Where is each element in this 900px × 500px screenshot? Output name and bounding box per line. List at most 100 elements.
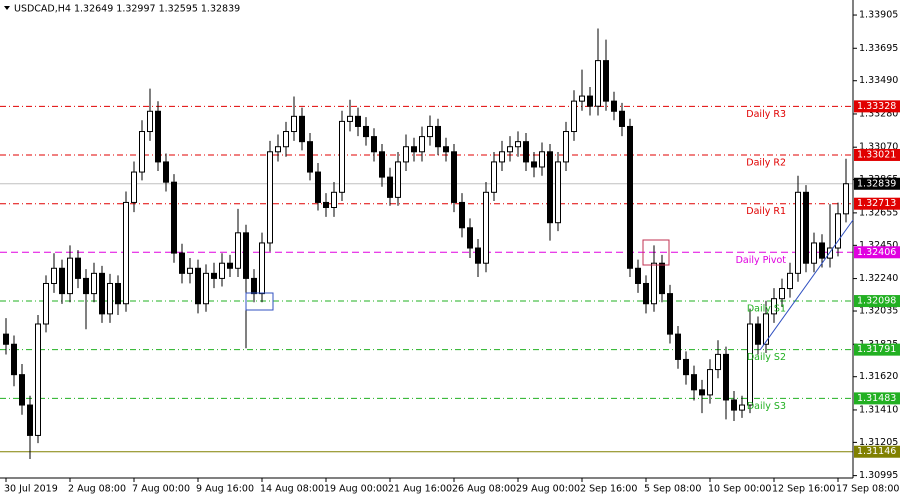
candle-body [843,183,849,215]
y-tick-label: 1.32240 [859,273,898,284]
price-box-label: 1.32839 [857,178,896,189]
candle-body [131,171,137,203]
level-label: Daily Pivot [736,255,787,266]
candle-body [251,277,257,295]
candle-body [179,252,185,274]
candle-body [371,136,377,153]
candle-body [539,151,545,168]
rectangle-drawing [642,239,670,266]
candle-body [491,161,497,193]
candle-body [91,272,97,295]
candle-body [331,191,337,209]
candle-body [395,161,401,198]
candle-body [235,232,241,269]
candle-body [3,333,9,345]
price-box-label: 1.32406 [857,247,896,258]
candle-body [803,191,809,264]
candle-body [571,100,577,133]
price-box-label: 1.31791 [857,344,896,355]
candle-body [147,110,153,133]
candle-body [243,232,249,279]
candle-body [659,262,665,295]
level-label: Daily R2 [746,157,786,168]
candle-body [747,323,753,406]
level-label: Daily R1 [746,206,786,217]
price-box [854,343,900,356]
candle-body [595,60,601,107]
candle-body [635,267,641,284]
menu-triangle[interactable] [4,6,10,10]
candle-body [475,247,481,264]
candle-body [779,288,785,300]
x-tick-label: 14 Aug 08:00 [260,484,324,495]
y-tick-label: 1.31205 [859,437,898,448]
x-tick-label: 12 Sep 16:00 [772,484,835,495]
candle-body [643,282,649,305]
candle-body [107,282,113,315]
candle-body [827,247,833,259]
candle-body [219,262,225,279]
candle-body [811,242,817,264]
candle-body [11,343,17,376]
candle-body [27,404,33,436]
candle-body [403,146,409,163]
price-box [854,246,900,259]
candle-body [651,262,657,305]
x-tick-label: 17 Sep 08:00 [836,484,899,495]
candle-body [675,333,681,360]
x-tick-label: 29 Aug 00:00 [516,484,580,495]
candle-body [19,374,25,406]
candle-body [771,298,777,315]
candle-body [499,151,505,163]
candle-body [579,95,585,102]
x-tick-label: 21 Aug 16:00 [388,484,452,495]
candle-body [587,95,593,107]
price-box [854,392,900,405]
candle-body [435,125,441,148]
candle-body [203,272,209,305]
candle-body [451,151,457,203]
x-tick-label: 19 Aug 00:00 [324,484,388,495]
candle-body [259,242,265,295]
candle-body [323,201,329,209]
price-box-label: 1.31146 [857,446,896,457]
candle-body [523,141,529,163]
level-label: Daily S3 [747,401,786,412]
candle-body [99,272,105,315]
price-box [854,177,900,190]
candle-body [819,242,825,259]
candle-body [339,120,345,193]
candle-body [211,272,217,279]
candle-body [611,100,617,112]
x-tick-label: 2 Sep 16:00 [580,484,637,495]
candle-body [443,146,449,153]
candle-body [715,353,721,371]
candle-body [163,161,169,183]
candle-body [51,267,57,284]
candle-body [59,267,65,295]
candle-body [555,161,561,224]
candle-body [515,141,521,148]
plot-area [0,28,853,460]
candle-body [795,191,801,274]
candle-body [763,313,769,345]
candle-body [387,176,393,198]
candle-body [707,369,713,396]
level-label: Daily R3 [746,109,786,120]
candle-body [411,146,417,153]
price-box [854,100,900,113]
candle-body [627,125,633,269]
candle-body [419,136,425,153]
candle-body [835,213,841,249]
y-tick-label: 1.32450 [859,240,898,251]
candle-body [355,115,361,127]
x-tick-label: 26 Aug 08:00 [452,484,516,495]
candle-body [195,267,201,305]
candle-body [83,277,89,295]
x-tick-label: 9 Aug 16:00 [196,484,254,495]
candle-body [731,399,737,411]
candle-body [787,272,793,290]
price-box-label: 1.32713 [857,198,896,209]
